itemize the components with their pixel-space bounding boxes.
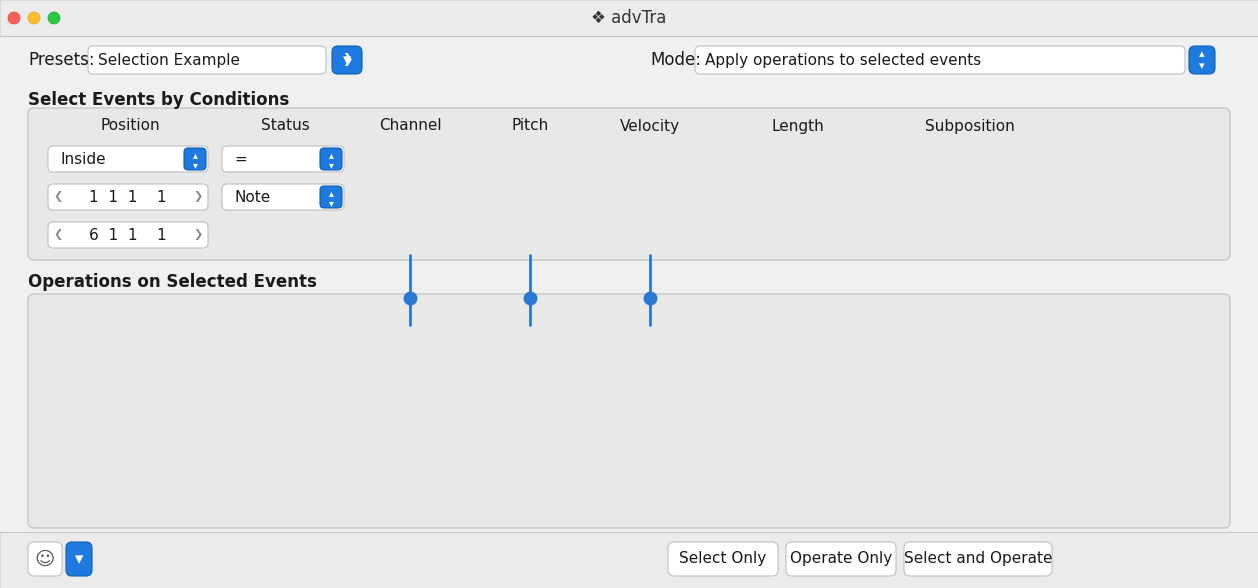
Text: Channel: Channel [379, 119, 442, 133]
Text: Operations on Selected Events: Operations on Selected Events [28, 273, 317, 291]
Text: ☺: ☺ [35, 550, 55, 569]
Text: ❯: ❯ [342, 54, 352, 66]
Circle shape [8, 12, 20, 24]
FancyBboxPatch shape [905, 542, 1052, 576]
Text: Select Events by Conditions: Select Events by Conditions [28, 91, 289, 109]
Text: ▾: ▾ [343, 51, 351, 69]
Text: Pitch: Pitch [511, 119, 548, 133]
Text: Apply operations to selected events: Apply operations to selected events [704, 52, 981, 68]
Text: Operate Only: Operate Only [790, 552, 892, 566]
FancyBboxPatch shape [48, 184, 208, 210]
FancyBboxPatch shape [28, 108, 1230, 260]
Text: ❮: ❮ [53, 229, 63, 240]
FancyBboxPatch shape [221, 146, 343, 172]
Text: ▴: ▴ [328, 150, 333, 160]
Text: 6  1  1    1: 6 1 1 1 [89, 228, 167, 242]
FancyBboxPatch shape [332, 46, 362, 74]
Text: ▾: ▾ [328, 198, 333, 208]
Text: ▴: ▴ [1199, 49, 1205, 59]
Bar [0, 0, 1258, 36]
Text: =: = [234, 152, 247, 166]
Circle shape [28, 12, 40, 24]
FancyBboxPatch shape [320, 148, 342, 170]
Text: 1  1  1    1: 1 1 1 1 [89, 189, 167, 205]
Text: Presets:: Presets: [28, 51, 94, 69]
Text: ▾: ▾ [328, 160, 333, 170]
Text: ▴: ▴ [192, 150, 198, 160]
FancyBboxPatch shape [48, 146, 208, 172]
Text: ❯: ❯ [194, 192, 203, 202]
FancyBboxPatch shape [786, 542, 896, 576]
Text: Subposition: Subposition [925, 119, 1015, 133]
FancyBboxPatch shape [28, 294, 1230, 528]
Circle shape [48, 12, 60, 24]
FancyBboxPatch shape [88, 46, 326, 74]
Bar [0, 532, 1258, 588]
Text: ▴: ▴ [328, 188, 333, 198]
Text: Velocity: Velocity [620, 119, 681, 133]
FancyBboxPatch shape [320, 186, 342, 208]
FancyBboxPatch shape [221, 184, 343, 210]
FancyBboxPatch shape [694, 46, 1185, 74]
Text: ▾: ▾ [74, 550, 83, 568]
Text: Selection Example: Selection Example [98, 52, 240, 68]
FancyBboxPatch shape [184, 148, 206, 170]
FancyBboxPatch shape [48, 222, 208, 248]
Text: ❖ advTra: ❖ advTra [591, 9, 667, 27]
FancyBboxPatch shape [668, 542, 777, 576]
Text: Mode:: Mode: [650, 51, 701, 69]
FancyBboxPatch shape [65, 542, 92, 576]
Text: ▾: ▾ [1199, 61, 1205, 71]
Text: Position: Position [101, 119, 160, 133]
Text: ❮: ❮ [53, 192, 63, 202]
Text: ▾: ▾ [192, 160, 198, 170]
Text: Select and Operate: Select and Operate [903, 552, 1052, 566]
Text: Select Only: Select Only [679, 552, 766, 566]
FancyBboxPatch shape [1189, 46, 1215, 74]
Text: Length: Length [771, 119, 824, 133]
FancyBboxPatch shape [28, 542, 62, 576]
Text: Status: Status [260, 119, 309, 133]
Text: Inside: Inside [60, 152, 106, 166]
Text: Note: Note [234, 189, 270, 205]
Text: ❯: ❯ [194, 229, 203, 240]
